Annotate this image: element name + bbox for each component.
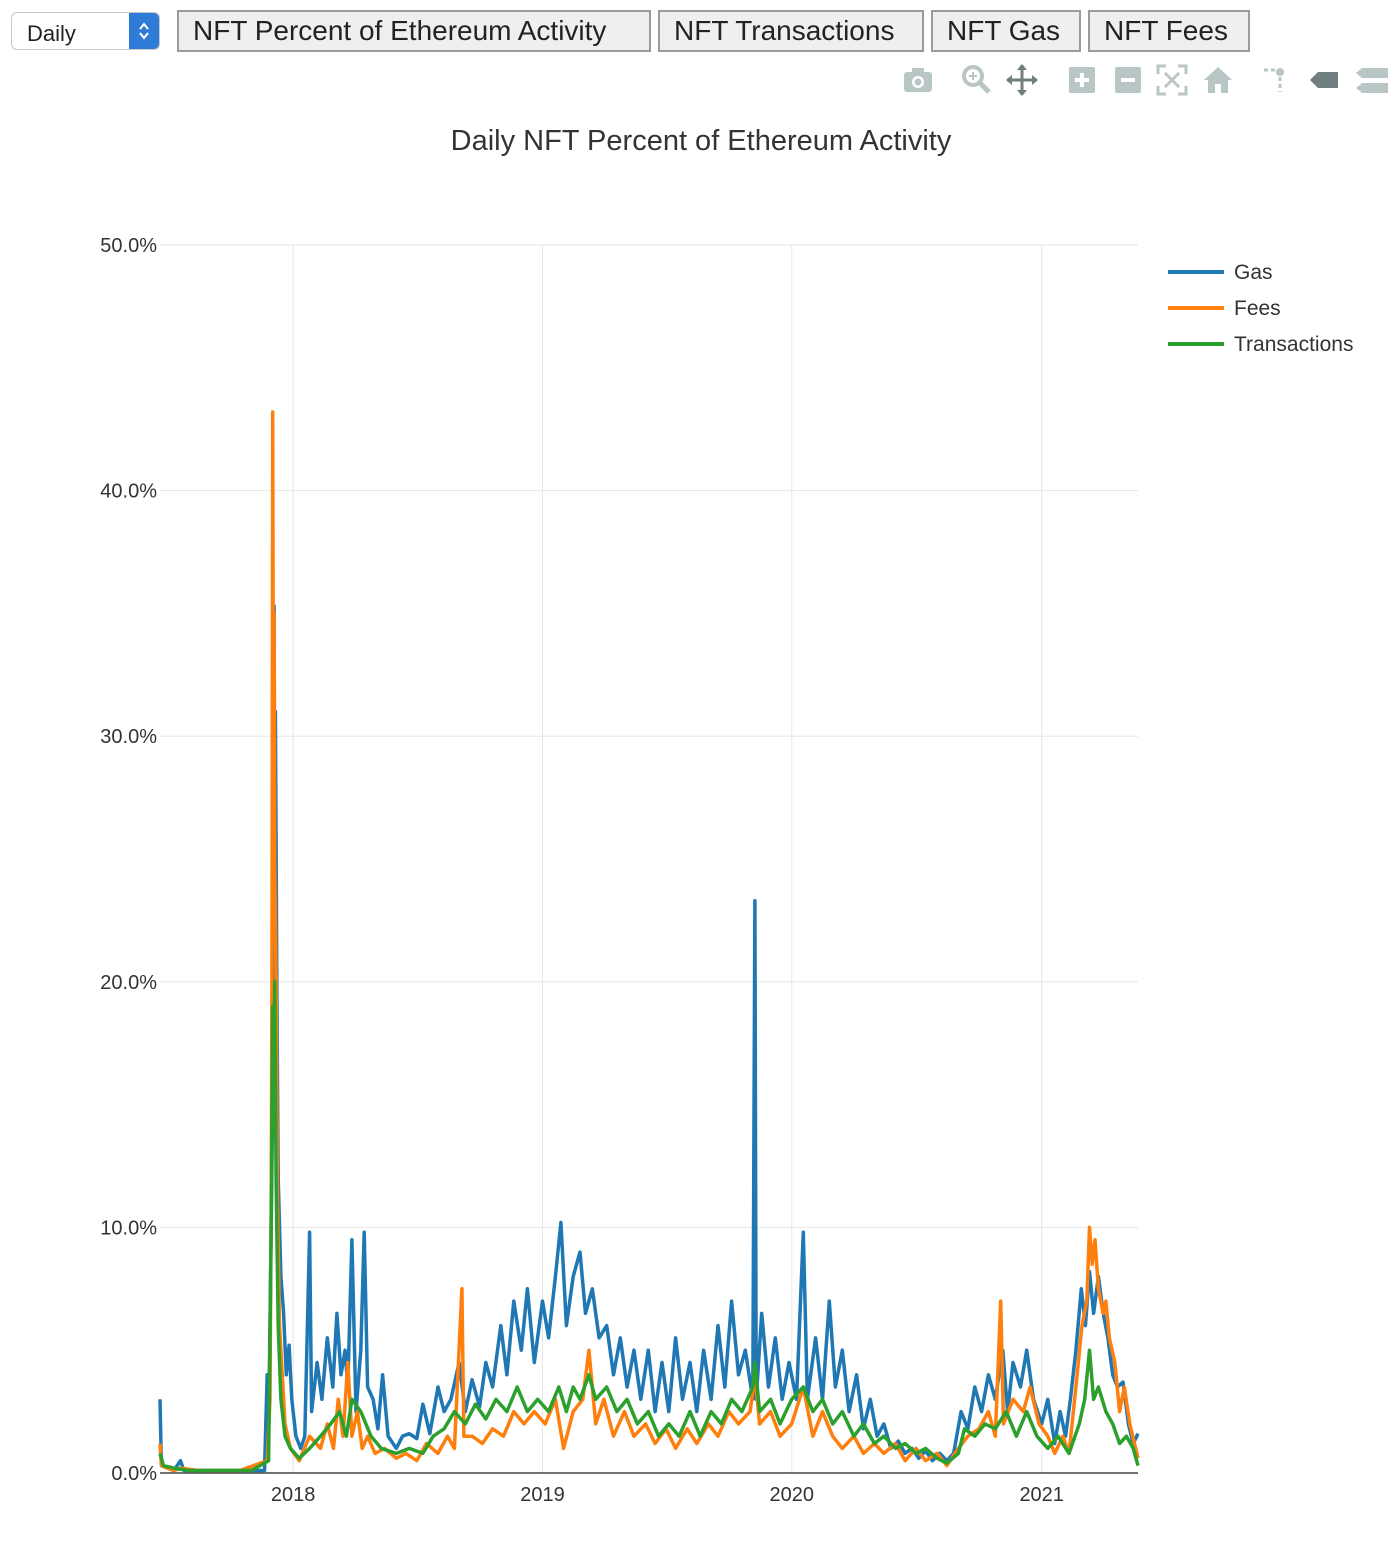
y-tick-label: 10.0%	[100, 1217, 157, 1239]
transactions-button[interactable]: NFT Transactions	[658, 10, 924, 52]
zoom-out-icon[interactable]	[1110, 62, 1146, 98]
gas-button[interactable]: NFT Gas	[931, 10, 1081, 52]
frequency-select-value: Daily	[27, 21, 76, 46]
reset-axes-icon[interactable]	[1200, 62, 1236, 98]
fees-button[interactable]: NFT Fees	[1088, 10, 1250, 52]
y-tick-label: 20.0%	[100, 972, 157, 994]
legend-label-gas[interactable]: Gas	[1234, 261, 1273, 284]
x-tick-label: 2019	[520, 1484, 565, 1506]
plot-lines	[158, 410, 1140, 1473]
x-axis: 2018 2019 2020 2021	[271, 1484, 1064, 1506]
select-chevron-icon[interactable]	[129, 13, 159, 49]
y-tick-label: 30.0%	[100, 726, 157, 748]
compare-hover-icon[interactable]	[1352, 62, 1388, 98]
chart-area: Daily NFT Percent of Ethereum Activity 0…	[100, 125, 1353, 1506]
x-tick-label: 2021	[1019, 1484, 1064, 1506]
frequency-select[interactable]: Daily	[11, 12, 160, 50]
zoom-in-icon[interactable]	[1064, 62, 1100, 98]
y-tick-label: 50.0%	[100, 235, 157, 257]
camera-icon[interactable]	[900, 62, 936, 98]
y-tick-label: 0.0%	[111, 1463, 157, 1485]
y-tick-label: 40.0%	[100, 481, 157, 503]
chart-toolbar	[890, 62, 1400, 98]
chart-title: Daily NFT Percent of Ethereum Activity	[451, 125, 952, 157]
x-tick-label: 2018	[271, 1484, 316, 1506]
grid	[160, 244, 1138, 1474]
legend-label-transactions[interactable]: Transactions	[1234, 333, 1353, 356]
y-axis: 0.0% 10.0% 20.0% 30.0% 40.0% 50.0%	[100, 235, 157, 1485]
x-tick-label: 2020	[769, 1484, 814, 1506]
percent-activity-button[interactable]: NFT Percent of Ethereum Activity	[177, 10, 651, 52]
zoom-icon[interactable]	[958, 62, 994, 98]
closest-hover-icon[interactable]	[1306, 62, 1342, 98]
spike-lines-icon[interactable]	[1258, 62, 1294, 98]
legend-label-fees[interactable]: Fees	[1234, 297, 1281, 320]
series-line-transactions	[158, 980, 1140, 1473]
pan-icon[interactable]	[1004, 62, 1040, 98]
autoscale-icon[interactable]	[1154, 62, 1190, 98]
legend[interactable]: Gas Fees Transactions	[1168, 261, 1353, 356]
series-line-gas	[158, 604, 1140, 1473]
